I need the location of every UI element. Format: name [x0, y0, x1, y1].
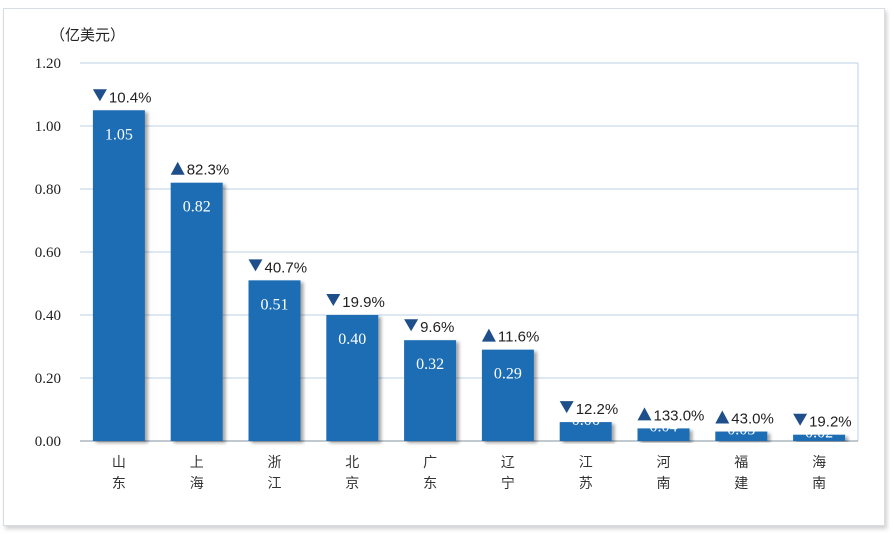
- value-labels: 1.05 0.82 0.51 0.40 0.32 0.29 0.06 0.04 0.03 0.02: [105, 126, 833, 441]
- down-triangle-icon: [248, 259, 263, 272]
- change-label: 10.4%: [109, 89, 152, 106]
- bar: [715, 431, 768, 441]
- value-label: 0.06: [572, 412, 600, 429]
- change-label: 19.2%: [809, 414, 852, 431]
- category-label: 上海: [190, 455, 204, 492]
- change-label: 82.3%: [187, 162, 230, 179]
- category-label: 辽宁: [501, 455, 515, 492]
- bar: [326, 315, 379, 441]
- y-tick-label: 0.20: [35, 371, 61, 387]
- category-label: 山东: [112, 455, 126, 492]
- value-label: 0.03: [727, 422, 755, 439]
- up-triangle-icon: [170, 161, 185, 175]
- bar: [481, 349, 534, 441]
- down-triangle-icon: [92, 89, 107, 102]
- category-label: 浙江: [268, 455, 282, 492]
- change-label: 133.0%: [654, 407, 705, 424]
- change-label: 9.6%: [420, 319, 454, 336]
- down-triangle-icon: [793, 413, 808, 426]
- value-label: 0.02: [805, 425, 833, 442]
- category-label: 北京: [345, 455, 359, 492]
- category-label: 广东: [423, 455, 437, 492]
- value-label: 0.32: [416, 356, 444, 373]
- up-triangle-icon: [481, 328, 496, 342]
- value-label: 1.05: [105, 126, 133, 143]
- value-label: 0.29: [494, 366, 522, 383]
- bar: [92, 110, 145, 441]
- y-axis-ticks: 0.00 0.20 0.40 0.60 0.80 1.00 1.20: [35, 56, 61, 450]
- down-triangle-icon: [326, 294, 341, 306]
- category-label: 河南: [657, 455, 671, 492]
- change-label: 11.6%: [498, 329, 539, 346]
- unit-label: （亿美元）: [50, 26, 125, 44]
- y-tick-label: 0.80: [35, 182, 61, 198]
- up-triangle-icon: [637, 407, 652, 421]
- bar: [793, 434, 846, 441]
- up-triangle-icon: [715, 410, 730, 424]
- y-tick-label: 0.00: [35, 434, 61, 450]
- y-tick-label: 1.00: [35, 119, 61, 135]
- category-label: 福建: [734, 455, 748, 492]
- change-label: 40.7%: [265, 259, 308, 276]
- bar: [170, 182, 223, 441]
- bar: [404, 340, 457, 441]
- value-label: 0.82: [183, 199, 211, 216]
- down-triangle-icon: [559, 401, 574, 414]
- y-tick-label: 0.40: [35, 308, 61, 324]
- y-tick-label: 1.20: [35, 56, 61, 72]
- value-label: 0.51: [261, 296, 289, 313]
- bar: [248, 280, 301, 441]
- category-label: 江苏: [579, 455, 593, 492]
- change-labels: 10.4% 82.3% 40.7% 19.9% 9.6% 11.6% 12.2% 133.0%…: [92, 89, 852, 431]
- category-labels: 山东 上海 浙江 北京 广东 辽宁 江苏 河南 福建 海南: [112, 455, 826, 492]
- value-label: 0.04: [650, 418, 678, 435]
- y-tick-label: 0.60: [35, 245, 61, 261]
- bars: [92, 110, 846, 441]
- down-triangle-icon: [404, 319, 419, 332]
- change-label: 43.0%: [731, 411, 774, 428]
- change-label: 12.2%: [576, 401, 619, 418]
- change-label: 19.9%: [342, 294, 385, 311]
- bar: [637, 428, 690, 441]
- bar: [559, 422, 612, 441]
- value-label: 0.40: [338, 331, 366, 348]
- category-label: 海南: [812, 455, 826, 492]
